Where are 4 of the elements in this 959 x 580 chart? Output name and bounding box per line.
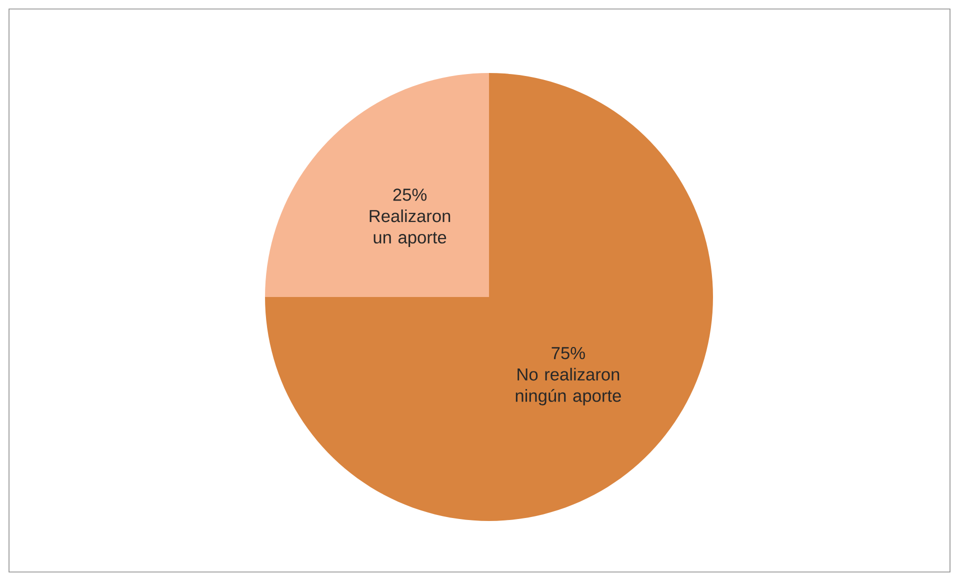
data-label: 75%	[552, 347, 585, 360]
data-label: 25%	[393, 188, 427, 201]
slice-label: Realizaron un aporte	[370, 209, 450, 247]
slice-label: No realizaron ningún aporte	[516, 368, 621, 406]
